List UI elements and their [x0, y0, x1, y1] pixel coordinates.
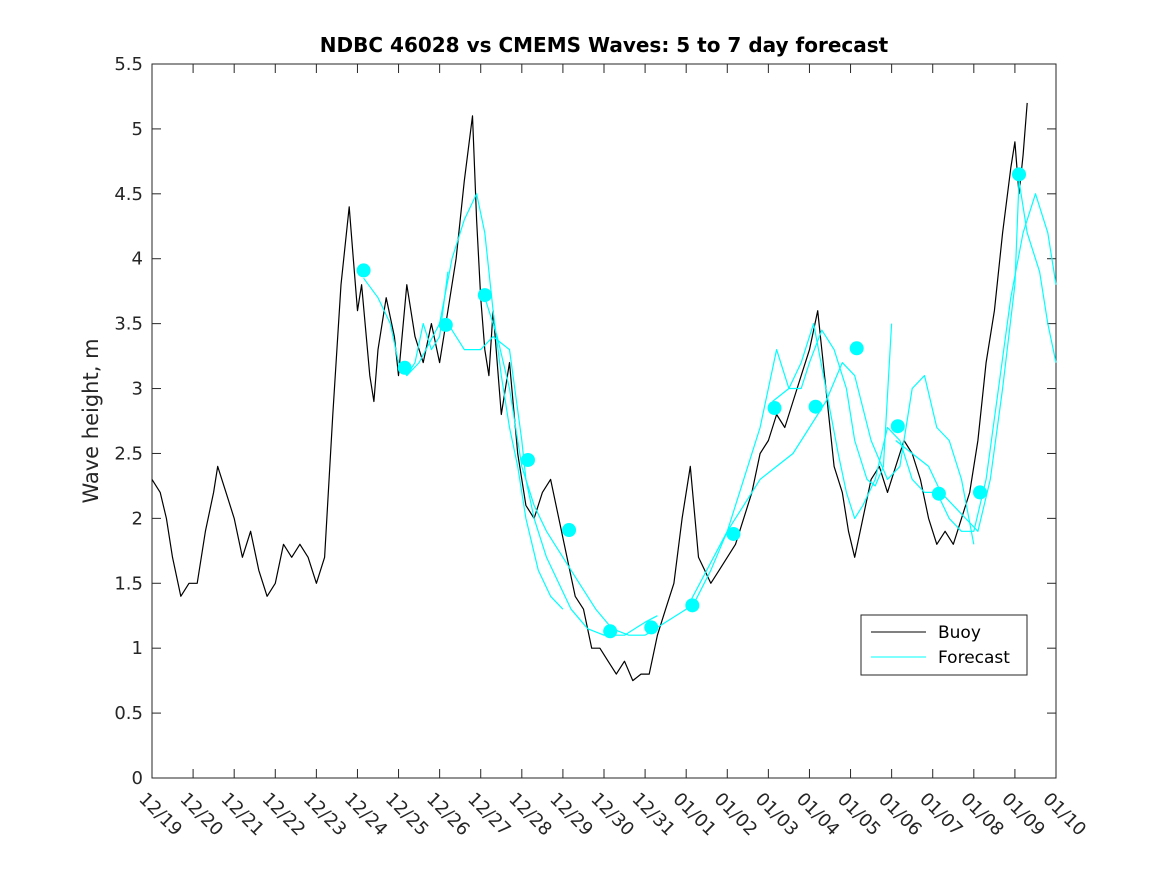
forecast-marker [726, 526, 741, 541]
forecast-marker [685, 598, 700, 613]
y-tick-label: 0 [132, 768, 143, 789]
buoy-line [151, 102, 1028, 682]
y-tick-label: 4 [132, 249, 143, 270]
forecast-marker [520, 452, 535, 467]
y-tick-label: 2.5 [114, 443, 143, 464]
legend: Buoy Forecast [860, 614, 1028, 676]
forecast-marker [477, 288, 492, 303]
y-tick-label: 0.5 [114, 703, 143, 724]
forecast-line [693, 362, 975, 603]
plot-series [151, 102, 1057, 682]
y-axis: 0 0.5 1 1.5 2 2.5 3 3.5 4 4.5 5 5.5 [114, 54, 1056, 789]
forecast-marker [890, 419, 905, 434]
y-tick-label: 4.5 [114, 184, 143, 205]
y-tick-label: 5.5 [114, 54, 143, 75]
forecast-marker [603, 624, 618, 639]
forecast-line [772, 193, 1057, 532]
forecast-marker [562, 523, 577, 538]
forecast-line [895, 180, 1057, 532]
forecast-marker [931, 486, 946, 501]
forecast-marker [356, 263, 371, 278]
y-tick-label: 3 [132, 379, 143, 400]
forecast-marker [397, 360, 412, 375]
forecast-marker [644, 620, 659, 635]
legend-buoy-label: Buoy [938, 623, 981, 643]
forecast-marker [808, 399, 823, 414]
legend-box [860, 614, 1028, 676]
legend-forecast-label: Forecast [938, 648, 1010, 668]
forecast-marker [767, 401, 782, 416]
y-tick-label: 1.5 [114, 573, 143, 594]
y-tick-label: 5 [132, 119, 143, 140]
y-tick-label: 3.5 [114, 314, 143, 335]
forecast-marker [849, 341, 864, 356]
chart-title: NDBC 46028 vs CMEMS Waves: 5 to 7 day fo… [320, 33, 889, 57]
forecast-marker [1012, 167, 1027, 182]
y-tick-label: 1 [132, 638, 143, 659]
forecast-line [406, 193, 564, 610]
forecast-marker [972, 485, 987, 500]
y-tick-label: 2 [132, 508, 143, 529]
forecast-marker [438, 317, 453, 332]
forecast-line [644, 323, 893, 636]
y-axis-label: Wave height, m [79, 338, 103, 503]
